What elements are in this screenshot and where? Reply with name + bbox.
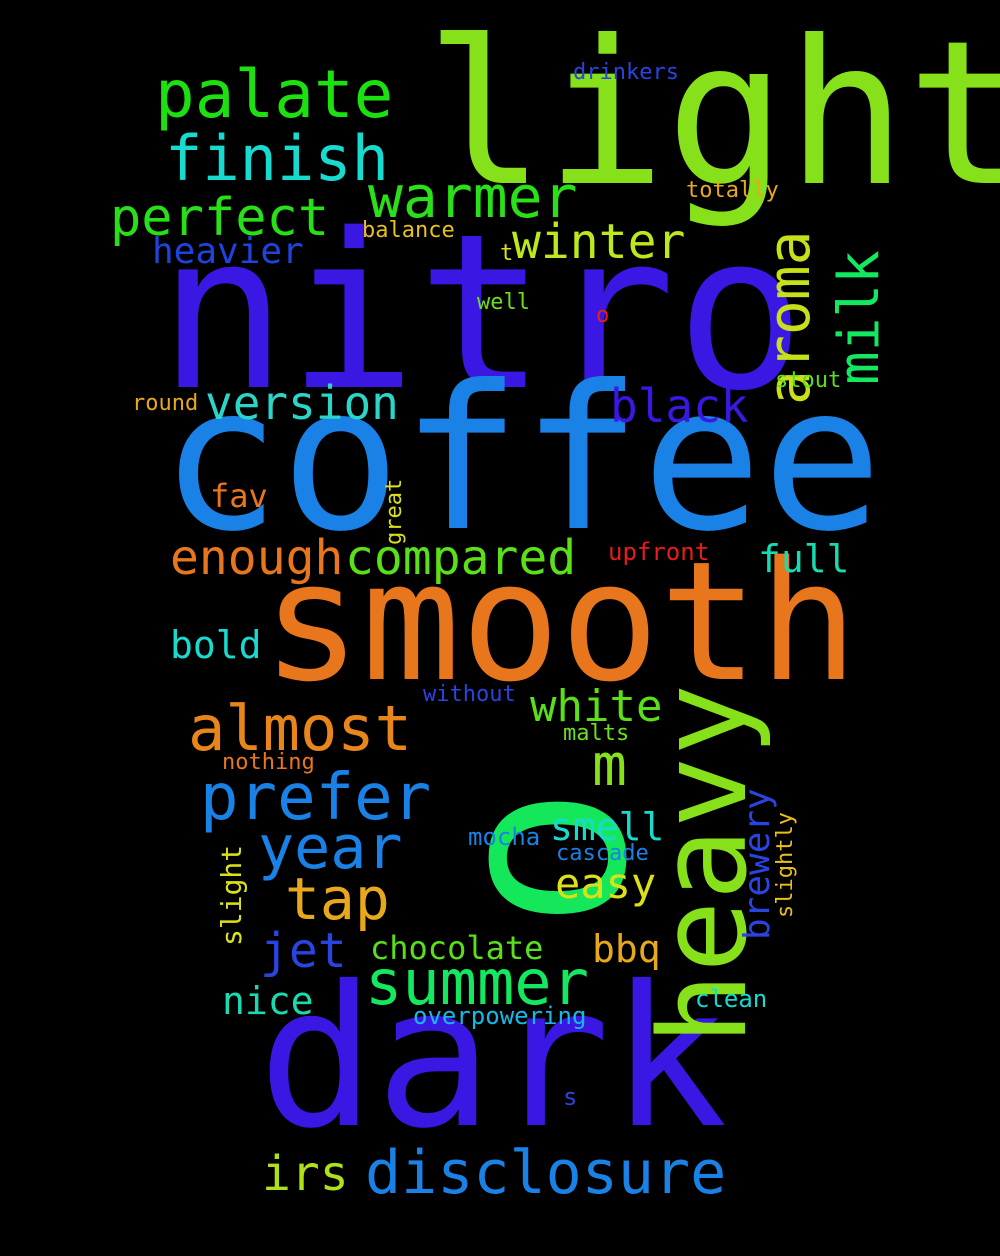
word-disclosure: disclosure (365, 1138, 727, 1208)
word-chocolate: chocolate (370, 929, 544, 967)
word-nothing: nothing (222, 750, 315, 775)
word-milk: milk (827, 250, 892, 385)
word-easy: easy (555, 859, 657, 908)
word-enough: enough (170, 530, 344, 586)
word-palate: palate (155, 56, 394, 133)
word-coffee: coffee (160, 343, 883, 576)
word-stout: stout (775, 368, 842, 393)
word-nice: nice (222, 979, 314, 1023)
word-nitro: nitro (158, 187, 806, 438)
word-slight: slight (215, 844, 248, 946)
word-malts: malts (563, 721, 630, 746)
word-finish: finish (165, 122, 389, 195)
word-winter: winter (512, 214, 686, 270)
word-warmer: warmer (368, 163, 578, 231)
word-without: without (423, 682, 516, 707)
word-well: well (477, 290, 530, 315)
word-s: s (563, 1083, 578, 1111)
word-slightly: slightly (773, 812, 798, 918)
word-white: white (530, 681, 663, 732)
word-smooth: smooth (262, 526, 859, 718)
word-brewery: brewery (737, 788, 778, 940)
word-version: version (205, 376, 399, 430)
word-t: t (500, 241, 514, 266)
word-bbq: bbq (592, 927, 661, 971)
word-smell: smell (550, 805, 665, 849)
word-drinkers: drinkers (573, 60, 679, 85)
word-perfect: perfect (110, 188, 330, 248)
word-upfront: upfront (608, 538, 710, 566)
word-round: round (132, 391, 199, 416)
word-almost: almost (188, 692, 412, 765)
word-light: light (425, 0, 1000, 231)
word-full: full (758, 537, 850, 581)
word-summer: summer (365, 946, 589, 1019)
word-bold: bold (170, 623, 262, 667)
word-heavier: heavier (152, 231, 304, 272)
word-totally: totally (686, 178, 779, 203)
word-m: m (592, 731, 627, 799)
word-jet: jet (260, 923, 347, 979)
word-o-red: o (596, 303, 610, 328)
word-irs: irs (262, 1146, 349, 1202)
word-cascade: cascade (556, 841, 649, 866)
word-balance: balance (362, 218, 455, 243)
word-overpowering: overpowering (413, 1002, 587, 1030)
word-year: year (258, 813, 403, 883)
word-compared: compared (345, 530, 577, 586)
word-black: black (610, 379, 749, 433)
word-mocha: mocha (468, 823, 541, 851)
word-fav: fav (210, 477, 268, 515)
word-tap: tap (285, 865, 390, 933)
word-prefer: prefer (200, 761, 432, 835)
word-clean: clean (695, 985, 768, 1013)
word-dark: dark (258, 944, 728, 1171)
